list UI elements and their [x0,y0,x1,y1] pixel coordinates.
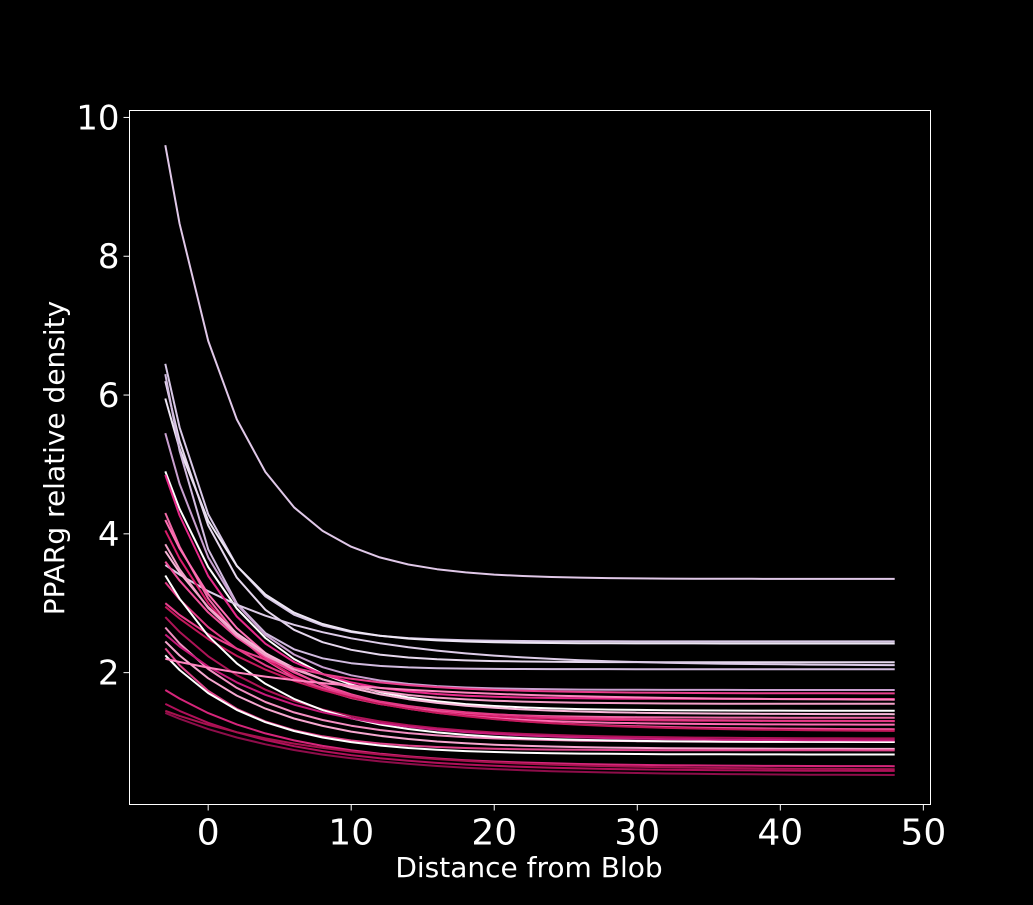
series-line-22 [164,689,895,768]
x-tick-label: 0 [197,813,220,854]
y-tick-label: 2 [98,654,120,694]
y-tick-label: 8 [98,237,120,277]
x-tick-label: 30 [614,813,660,854]
x-tick-label: 50 [900,813,946,854]
series-line-28 [164,633,895,742]
series-line-1 [164,145,895,580]
series-line-2 [164,363,895,643]
series-line-5 [164,374,895,671]
x-axis-label: Distance from Blob [395,851,662,884]
x-axis-ticks: 0 10 20 30 40 50 [197,804,946,854]
series-line-17 [164,616,895,740]
y-tick-label: 10 [76,98,119,138]
series-line-13 [164,550,895,716]
y-tick-label: 6 [98,376,120,416]
series-line-30 [164,709,895,771]
series-line-23 [164,703,895,772]
y-axis-label: PPARg relative density [38,301,71,615]
x-tick-label: 10 [328,813,374,854]
series-line-25 [164,543,895,705]
series-line-24 [164,711,895,776]
y-tick-label: 4 [98,515,120,555]
series-line-21 [164,654,895,756]
series-line-27 [164,574,895,743]
series-line-6 [164,432,895,691]
series-line-26 [164,581,895,722]
series-line-15 [164,605,895,732]
x-tick-label: 40 [757,813,803,854]
series-line-16 [164,602,895,695]
series-line-7 [164,471,895,712]
series-lines [164,145,895,776]
y-axis-ticks: 2 4 6 8 10 [76,98,130,694]
x-tick-label: 20 [471,813,517,854]
plot-frame [129,110,931,805]
series-line-4 [164,380,895,664]
series-line-19 [164,640,895,750]
series-line-8 [164,564,895,667]
series-line-3 [164,398,895,645]
series-line-29 [165,657,895,701]
